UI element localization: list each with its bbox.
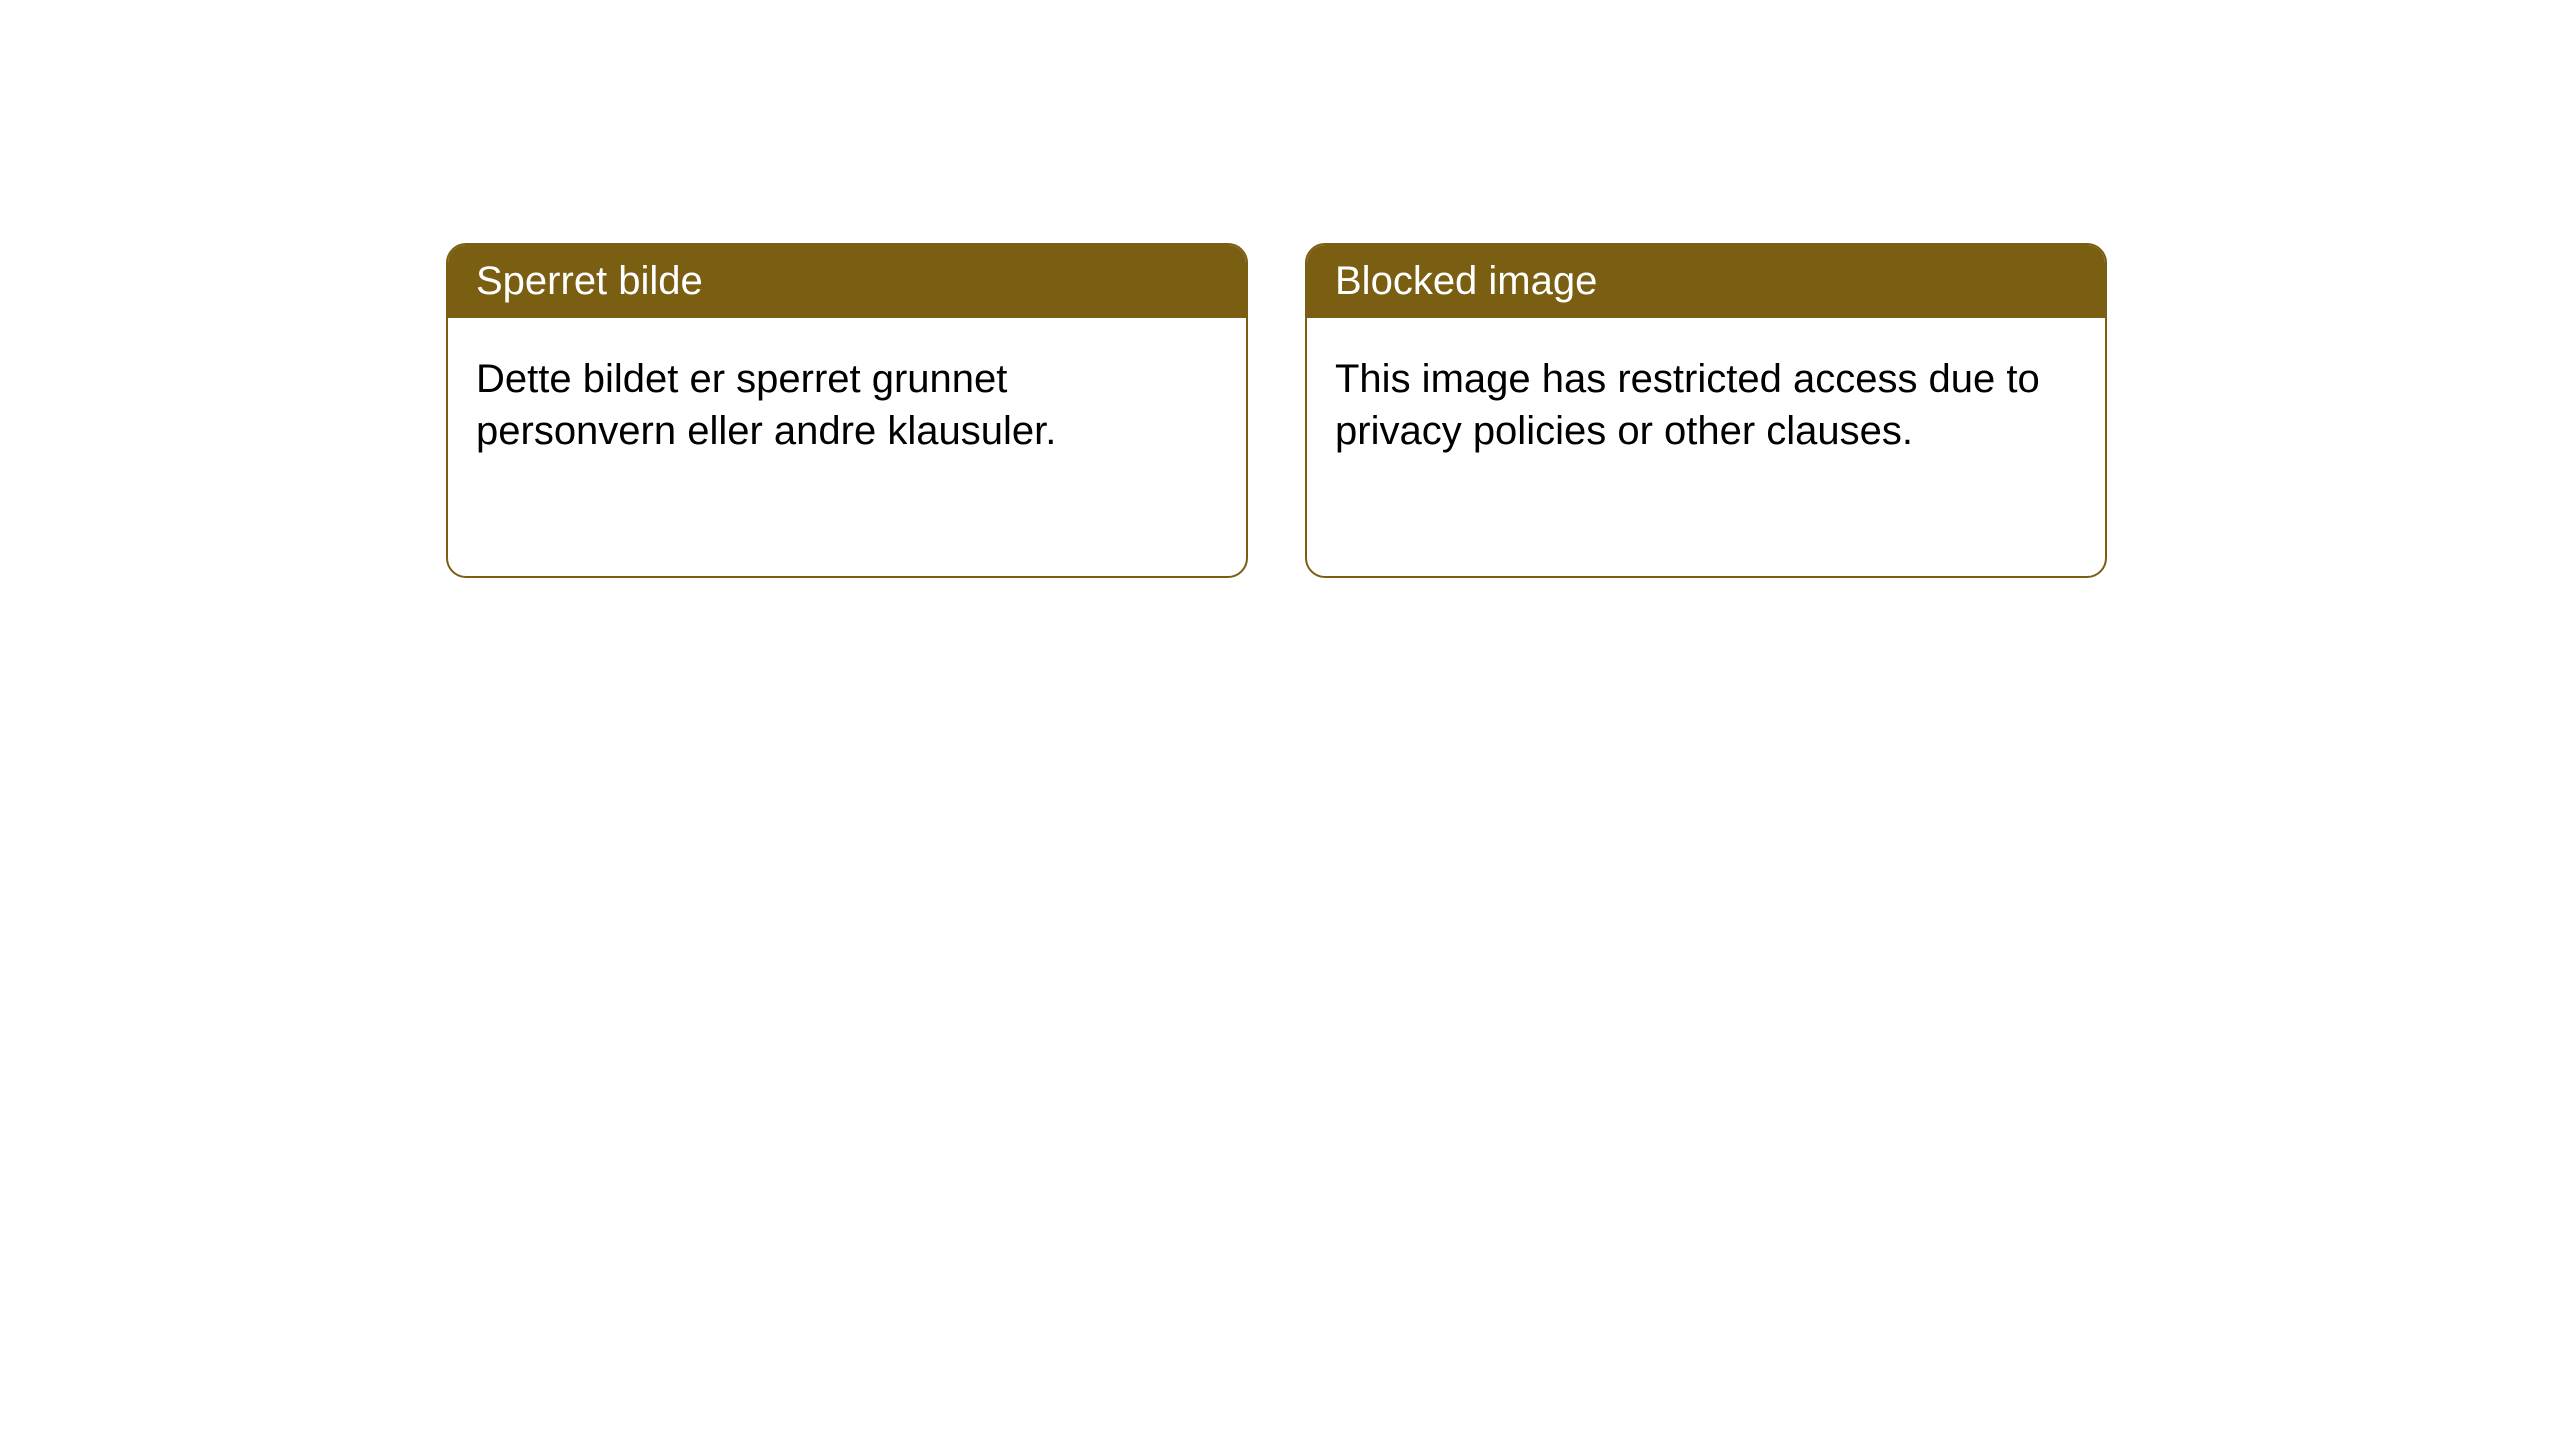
notice-body-en: This image has restricted access due to … xyxy=(1307,318,2105,492)
notice-card-en: Blocked image This image has restricted … xyxy=(1305,243,2107,578)
notice-title-en: Blocked image xyxy=(1307,245,2105,318)
notice-body-no: Dette bildet er sperret grunnet personve… xyxy=(448,318,1246,492)
notice-title-no: Sperret bilde xyxy=(448,245,1246,318)
notice-card-no: Sperret bilde Dette bildet er sperret gr… xyxy=(446,243,1248,578)
notice-container: Sperret bilde Dette bildet er sperret gr… xyxy=(446,243,2107,578)
